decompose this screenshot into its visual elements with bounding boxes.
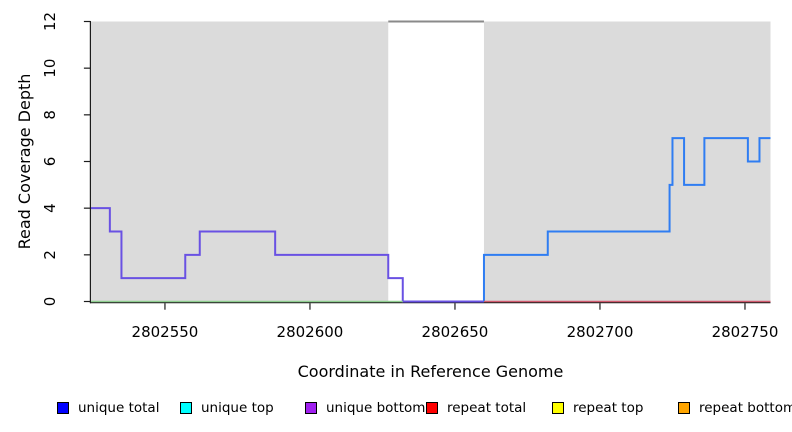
legend-item-unique-total: unique total — [57, 398, 159, 418]
legend-item-repeat-top: repeat top — [552, 398, 643, 418]
x-tick-label: 2802550 — [132, 323, 199, 341]
legend-swatch-icon — [180, 402, 192, 414]
y-axis-title: Read Coverage Depth — [15, 74, 34, 250]
legend-label: repeat total — [447, 400, 527, 416]
series-unique-coverage-left — [91, 207, 484, 303]
legend-swatch-icon — [678, 402, 690, 414]
y-tick-label: 12 — [41, 12, 59, 31]
x-tick-label: 2802650 — [422, 323, 489, 341]
x-tick-label: 2802750 — [712, 323, 779, 341]
legend-item-repeat-total: repeat total — [426, 398, 526, 418]
legend-item-unique-bottom: unique bottom — [305, 398, 425, 418]
legend-swatch-icon — [305, 402, 317, 414]
chart-legend: unique total unique top unique bottom repea… — [0, 398, 792, 424]
y-tick-label: 2 — [41, 250, 59, 260]
x-tick-label: 2802700 — [567, 323, 634, 341]
legend-label: repeat top — [573, 400, 644, 416]
y-tick-label: 4 — [41, 203, 59, 213]
x-axis-title: Coordinate in Reference Genome — [298, 362, 564, 381]
shaded-region-left — [91, 21, 389, 302]
y-tick-label: 8 — [41, 110, 59, 120]
y-tick-label: 0 — [41, 297, 59, 307]
shaded-region-right — [483, 21, 771, 302]
coverage-chart: 2802550 2802600 2802650 2802700 2802750 0 2 4 6 8… — [15, 12, 778, 381]
legend-label: unique top — [201, 400, 274, 416]
y-tick-label: 10 — [41, 59, 59, 78]
legend-swatch-icon — [426, 402, 438, 414]
legend-label: unique total — [78, 400, 160, 416]
y-tick-label: 6 — [41, 157, 59, 167]
x-tick-label: 2802600 — [277, 323, 344, 341]
legend-label: repeat bottom — [699, 400, 792, 416]
legend-item-unique-top: unique top — [180, 398, 274, 418]
series-unique-coverage-right — [482, 137, 771, 302]
legend-label: unique bottom — [326, 400, 426, 416]
legend-swatch-icon — [57, 402, 69, 414]
legend-item-repeat-bottom: repeat bottom — [678, 398, 792, 418]
legend-swatch-icon — [552, 402, 564, 414]
chart-plot-area: 2802550 2802600 2802650 2802700 2802750 0 2 4 6 8… — [41, 12, 778, 341]
